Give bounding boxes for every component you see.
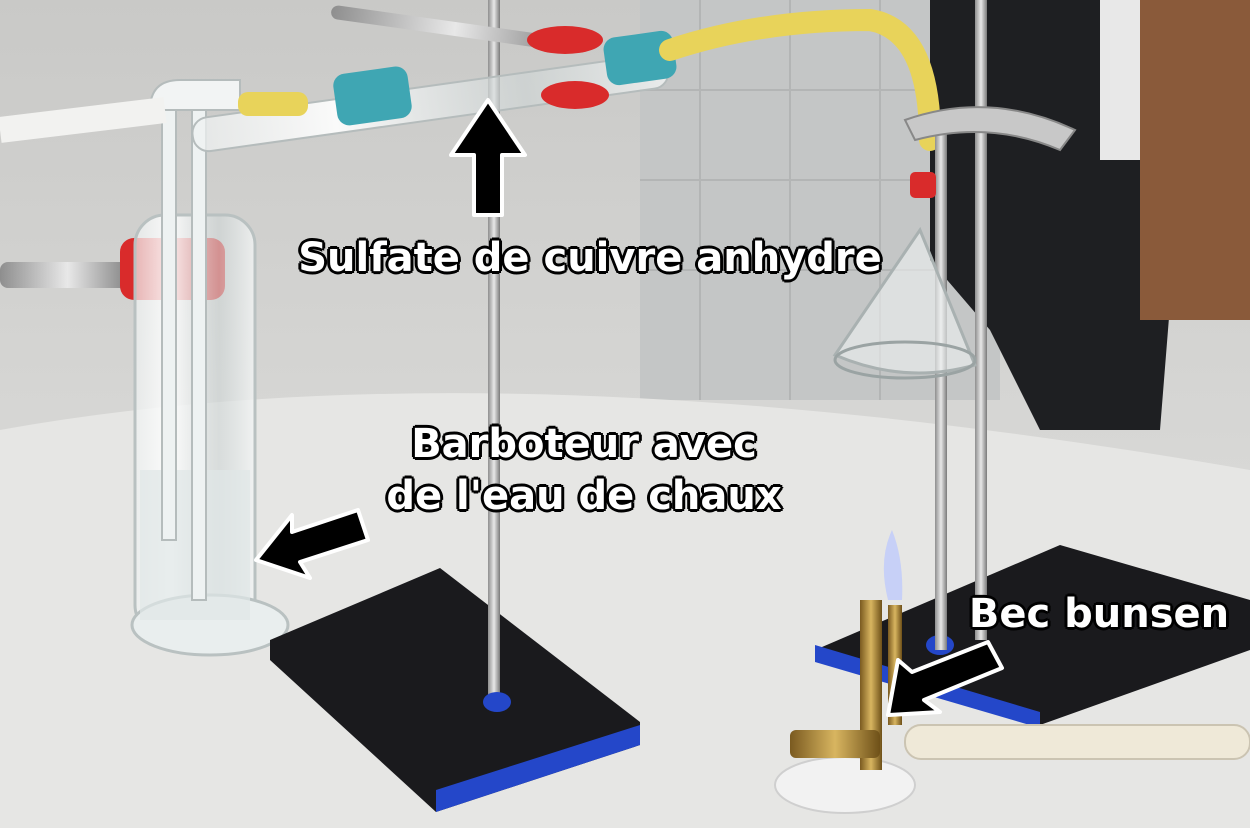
bubbler-flask bbox=[130, 79, 290, 657]
label-bubbler-line2: de l'eau de chaux bbox=[385, 472, 782, 520]
arrow-left-icon bbox=[254, 508, 370, 580]
flame bbox=[883, 530, 903, 600]
copper-sulfate-tube bbox=[191, 5, 677, 153]
arrow-down-left-icon bbox=[886, 640, 1004, 717]
funnel bbox=[832, 226, 978, 380]
label-bunsen-burner: Bec bunsen bbox=[968, 590, 1230, 638]
center-stand bbox=[270, 0, 640, 812]
label-bubbler-line1: Barboteur avec bbox=[410, 420, 758, 468]
bunsen-burner bbox=[774, 600, 1250, 814]
arrow-up-icon bbox=[449, 98, 527, 217]
white-panel bbox=[1100, 0, 1140, 160]
yellow-tube bbox=[659, 8, 941, 151]
inlet-tube bbox=[0, 97, 167, 143]
cardboard-box bbox=[1140, 0, 1250, 320]
label-copper-sulfate: Sulfate de cuivre anhydre bbox=[297, 234, 883, 282]
label-bubbler: Barboteur avec de l'eau de chaux bbox=[372, 418, 796, 522]
